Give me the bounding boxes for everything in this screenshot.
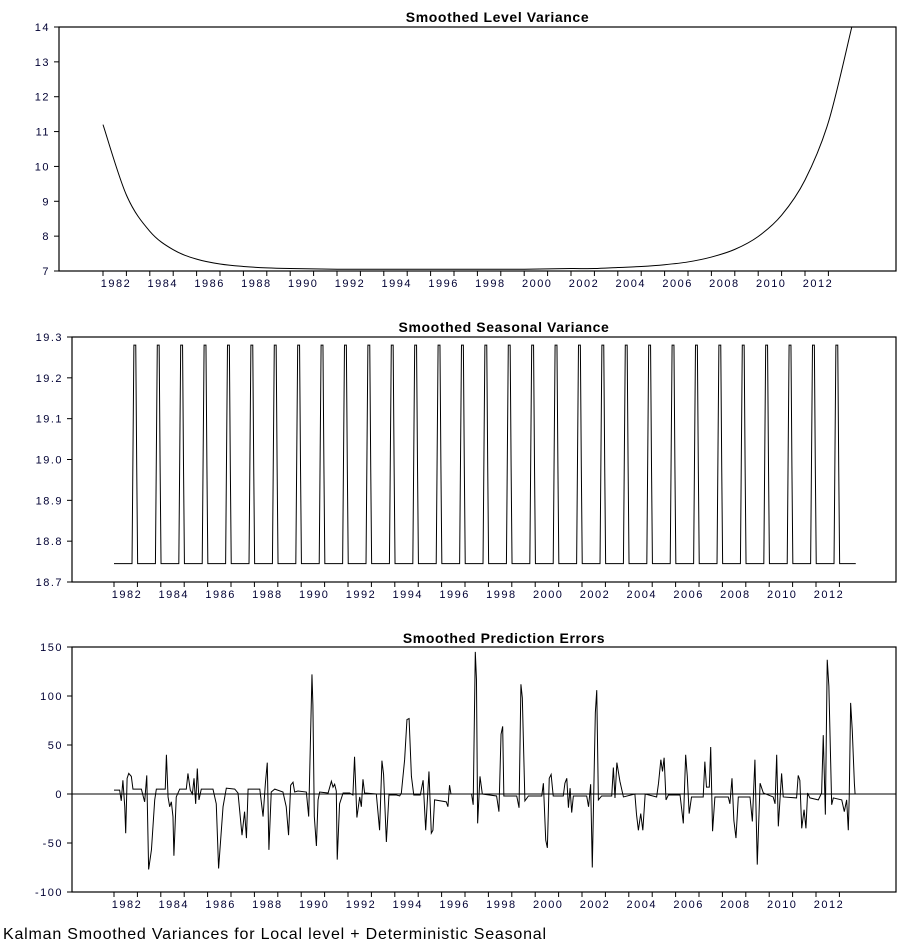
x-tick-label: 1986: [205, 589, 235, 601]
y-tick-label: 50: [48, 740, 63, 752]
x-tick-label: 1990: [299, 589, 329, 601]
x-tick-label: 2008: [720, 899, 750, 911]
series-line: [102, 26, 853, 270]
x-tick-label: 1992: [335, 278, 365, 290]
x-tick-label: 1992: [346, 899, 376, 911]
x-tick-label: 1994: [393, 589, 423, 601]
x-tick-label: 1998: [486, 899, 516, 911]
x-tick-label: 2008: [720, 589, 750, 601]
y-tick-label: 7: [42, 266, 50, 278]
series-line: [114, 651, 856, 870]
x-tick-label: 2008: [709, 278, 739, 290]
y-tick-label: 14: [35, 22, 50, 34]
y-tick-label: 12: [35, 92, 50, 104]
x-tick-label: 2006: [662, 278, 692, 290]
x-tick-label: 2010: [767, 589, 797, 601]
series-line: [114, 344, 856, 565]
x-tick-label: 2010: [767, 899, 797, 911]
x-tick-label: 2002: [569, 278, 599, 290]
x-tick-label: 1982: [112, 589, 142, 601]
x-tick-label: 1986: [194, 278, 224, 290]
chart-title: Smoothed Seasonal Variance: [399, 319, 610, 335]
y-tick-label: 11: [36, 127, 50, 139]
x-tick-label: 2012: [814, 899, 844, 911]
x-tick-label: 2004: [627, 589, 657, 601]
x-tick-label: 2000: [533, 899, 563, 911]
y-tick-label: -100: [35, 887, 63, 899]
y-tick-label: 19.3: [36, 332, 63, 344]
y-tick-label: 19.0: [36, 455, 63, 467]
y-tick-label: 10: [35, 161, 50, 173]
x-tick-label: 1988: [241, 278, 271, 290]
x-tick-label: 2010: [756, 278, 786, 290]
y-tick-label: 13: [35, 57, 50, 69]
chart-title: Smoothed Prediction Errors: [403, 630, 605, 646]
chart-panel-2: Smoothed Seasonal Variance 18.7 18.8 18.9 19…: [36, 319, 897, 601]
chart-title: Smoothed Level Variance: [406, 9, 589, 25]
x-tick-label: 2004: [616, 278, 646, 290]
x-tick-label: 2002: [580, 589, 610, 601]
x-tick-label: 1996: [428, 278, 458, 290]
x-tick-label: 1984: [159, 899, 189, 911]
plot-frame: [71, 646, 897, 893]
x-tick-label: 1982: [112, 899, 142, 911]
x-tick-label: 1990: [299, 899, 329, 911]
x-tick-label: 2012: [803, 278, 833, 290]
y-tick-label: 100: [40, 691, 63, 703]
y-tick-label: 19.2: [36, 373, 63, 385]
x-tick-label: 2002: [580, 899, 610, 911]
y-tick-label: 8: [42, 231, 50, 243]
x-tick-label: 2006: [673, 899, 703, 911]
x-tick-label: 1998: [475, 278, 505, 290]
x-tick-label: 1988: [252, 589, 282, 601]
x-tick-label: 1996: [439, 899, 469, 911]
x-tick-label: 1998: [486, 589, 516, 601]
y-tick-label: 19.1: [36, 414, 63, 426]
x-tick-label: 1984: [159, 589, 189, 601]
x-tick-label: 1996: [439, 589, 469, 601]
x-tick-label: 2000: [522, 278, 552, 290]
y-tick-label: 9: [42, 196, 50, 208]
y-tick-label: 18.7: [36, 577, 63, 589]
x-tick-label: 1992: [346, 589, 376, 601]
x-tick-label: 2000: [533, 589, 563, 601]
y-tick-label: 18.8: [36, 536, 63, 548]
x-tick-label: 2012: [814, 589, 844, 601]
x-tick-label: 2006: [673, 589, 703, 601]
x-tick-label: 1984: [148, 278, 178, 290]
y-tick-label: 18.9: [36, 495, 63, 507]
y-tick-label: 0: [55, 789, 63, 801]
x-tick-label: 1994: [393, 899, 423, 911]
x-tick-label: 1986: [205, 899, 235, 911]
figure-caption: Kalman Smoothed Variances for Local leve…: [3, 926, 547, 943]
x-tick-label: 1988: [252, 899, 282, 911]
y-tick-label: -50: [43, 838, 63, 850]
x-tick-label: 1982: [101, 278, 131, 290]
chart-panel-1: Smoothed Level Variance 7 8 9 10 11 12 13 14 1982…: [35, 9, 897, 290]
x-tick-label: 1990: [288, 278, 318, 290]
x-tick-label: 1994: [382, 278, 412, 290]
plot-frame: [58, 26, 897, 272]
y-tick-label: 150: [40, 642, 63, 654]
x-tick-label: 2004: [627, 899, 657, 911]
chart-panel-3: Smoothed Prediction Errors -100 -50 0 50 100 1…: [35, 630, 897, 911]
